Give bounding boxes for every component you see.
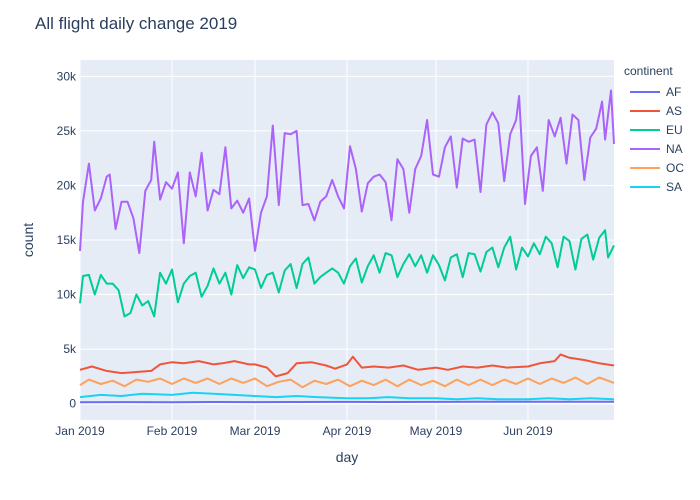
series-line-sa (79, 391, 615, 401)
x-tick-label: Mar 2019 (230, 424, 281, 438)
chart-title: All flight daily change 2019 (35, 14, 237, 33)
y-axis-title: count (20, 223, 36, 257)
series-line-eu (79, 229, 615, 318)
series-line-af (79, 400, 615, 404)
series-line-as (79, 353, 615, 378)
legend-label: SA (666, 180, 682, 194)
series-line-oc (79, 376, 615, 389)
legend-title: continent (624, 64, 673, 78)
y-tick-label: 15k (57, 233, 77, 247)
y-tick-label: 5k (63, 342, 77, 356)
x-tick-label: Apr 2019 (323, 424, 372, 438)
y-tick-label: 0 (69, 397, 76, 411)
x-tick-label: Jun 2019 (503, 424, 553, 438)
y-tick-label: 10k (57, 288, 77, 302)
y-tick-label: 20k (57, 178, 77, 192)
x-tick-label: May 2019 (410, 424, 463, 438)
x-axis-title: day (336, 449, 359, 465)
legend-label: NA (666, 142, 683, 156)
legend-label: AF (666, 85, 681, 99)
x-tick-label: Jan 2019 (55, 424, 105, 438)
x-tick-label: Feb 2019 (147, 424, 198, 438)
y-axis-ticks: 0 5k 10k 15k 20k 25k 30k (57, 69, 77, 410)
y-tick-label: 25k (57, 124, 77, 138)
legend-label: AS (666, 104, 682, 118)
series-lines (79, 89, 615, 404)
series-line-na (79, 89, 615, 255)
legend-label: EU (666, 123, 683, 137)
legend-label: OC (666, 161, 684, 175)
y-tick-label: 30k (57, 69, 77, 83)
legend: continent AF AS EU NA OC SA (624, 64, 684, 194)
x-axis-ticks: Jan 2019 Feb 2019 Mar 2019 Apr 2019 May 2019… (55, 424, 553, 438)
